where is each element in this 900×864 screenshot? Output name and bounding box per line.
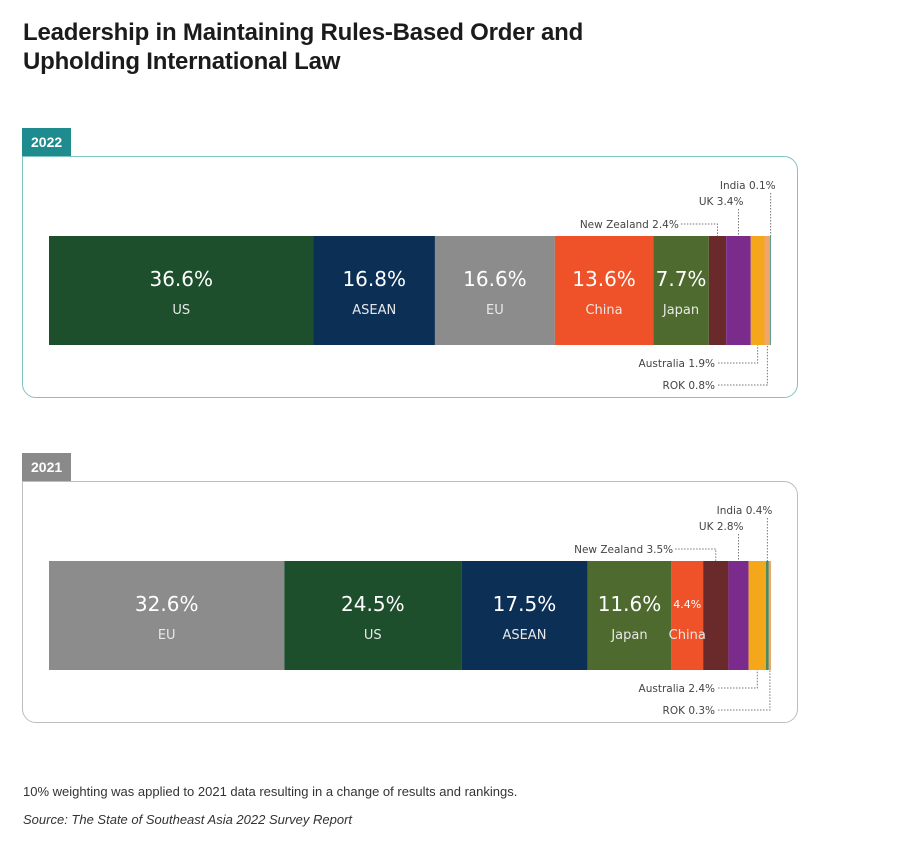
value-label-us: 24.5% — [341, 592, 405, 616]
panel-2021: 2021 32.6% EU 24.5% US 17.5% ASEAN 11.6% Japan 4… — [22, 453, 798, 753]
leader-line-new-zealand — [680, 223, 719, 236]
value-label-japan: 7.7% — [656, 267, 707, 291]
callout-label-new-zealand: New Zealand 3.5% — [574, 544, 673, 556]
category-label-japan: Japan — [662, 303, 699, 318]
bar-segment-eu — [49, 561, 285, 670]
bar-segment-us — [284, 561, 462, 670]
bar-segment-rok — [768, 561, 771, 670]
bar-segment-new-zealand — [703, 561, 729, 670]
callout-label-australia: Australia 1.9% — [639, 358, 715, 370]
callout-label-uk: UK 3.4% — [699, 196, 744, 208]
value-label-us: 36.6% — [149, 267, 213, 291]
category-label-us: US — [364, 628, 382, 643]
bar-segment-uk — [726, 236, 751, 345]
bar-segment-australia — [748, 561, 766, 670]
stacked-bar-chart-2022: 36.6% US 16.8% ASEAN 16.6% EU 13.6% China 7.7% Ja… — [49, 180, 776, 392]
callout-label-uk: UK 2.8% — [699, 521, 744, 533]
bar-segment-rok — [764, 236, 771, 345]
bar-segment-japan — [653, 236, 709, 345]
value-label-china: 13.6% — [572, 267, 636, 291]
category-label-asean: ASEAN — [502, 628, 546, 643]
callout-label-rok: ROK 0.3% — [663, 705, 715, 717]
panel-2022: 2022 36.6% US 16.8% ASEAN 16.6% EU 13.6% China 7… — [22, 128, 798, 428]
source-note: Source: The State of Southeast Asia 2022… — [23, 812, 353, 827]
value-label-eu: 32.6% — [135, 592, 199, 616]
bar-segment-eu — [434, 236, 555, 345]
leader-line-new-zealand — [675, 548, 717, 561]
bar-segment-india — [765, 561, 769, 670]
category-label-china: China — [669, 628, 706, 643]
value-label-asean: 17.5% — [493, 592, 557, 616]
value-label-eu: 16.6% — [463, 267, 527, 291]
callout-label-india: India 0.4% — [717, 505, 773, 517]
category-label-eu: EU — [486, 303, 504, 318]
bar-segment-uk — [728, 561, 749, 670]
callout-label-new-zealand: New Zealand 2.4% — [580, 219, 679, 231]
category-label-eu: EU — [158, 628, 176, 643]
chart-title: Leadership in Maintaining Rules-Based Or… — [23, 18, 583, 76]
leader-line-australia — [718, 670, 758, 689]
bar-segment-china — [671, 561, 704, 670]
value-label-asean: 16.8% — [342, 267, 406, 291]
category-label-asean: ASEAN — [352, 303, 396, 318]
year-tab-2022: 2022 — [22, 128, 72, 156]
value-label-china: 4.4% — [673, 598, 701, 611]
bar-segment-china — [554, 236, 654, 345]
bar-segment-australia — [750, 236, 765, 345]
title-line-2: Upholding International Law — [23, 48, 341, 75]
callout-label-india: India 0.1% — [720, 180, 776, 192]
value-label-japan: 11.6% — [598, 592, 662, 616]
bar-segment-asean — [461, 561, 588, 670]
leader-line-rok — [718, 670, 771, 711]
year-tab-2021: 2021 — [22, 453, 72, 481]
weighting-note: 10% weighting was applied to 2021 data r… — [23, 784, 518, 799]
leader-line-australia — [718, 345, 759, 364]
leader-line-rok — [718, 345, 768, 386]
bar-segment-india — [770, 236, 771, 345]
category-label-china: China — [585, 303, 622, 318]
category-label-us: US — [172, 303, 190, 318]
category-label-japan: Japan — [610, 628, 647, 643]
bar-segment-us — [49, 236, 314, 345]
title-line-1: Leadership in Maintaining Rules-Based Or… — [23, 19, 584, 46]
bar-segment-asean — [313, 236, 435, 345]
callout-label-rok: ROK 0.8% — [663, 380, 715, 392]
bar-segment-new-zealand — [708, 236, 727, 345]
callout-label-australia: Australia 2.4% — [639, 683, 715, 695]
bar-segment-japan — [587, 561, 672, 670]
stacked-bar-chart-2021: 32.6% EU 24.5% US 17.5% ASEAN 11.6% Japan 4.4% Ch… — [49, 505, 773, 717]
